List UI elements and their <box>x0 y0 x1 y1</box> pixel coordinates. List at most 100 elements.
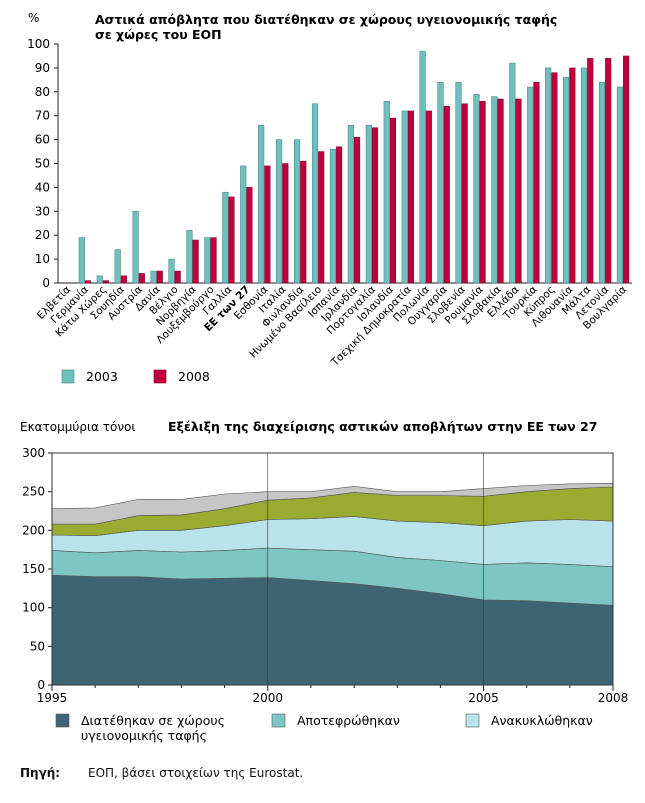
chart2-y-tick-label: 250 <box>22 485 45 499</box>
bar-2008-27 <box>533 81 540 284</box>
bar-2008-24 <box>479 101 486 284</box>
legend2-label-3: Ανακυκλώθηκαν <box>491 713 593 728</box>
chart2-ylabel: Εκατομμύρια τόνοι <box>20 420 135 434</box>
bar-2003-29 <box>563 77 570 284</box>
chart1-y-tick-label: 50 <box>35 157 50 171</box>
bar-2003-12 <box>258 125 265 284</box>
bar-2003-24 <box>473 93 480 284</box>
bar-2008-4 <box>120 275 127 284</box>
bar-2008-20 <box>407 110 414 284</box>
chart2-plot <box>51 453 614 686</box>
bar-2003-14 <box>294 139 301 284</box>
chart1-y-axis: 0 10 20 30 40 50 60 70 80 90 100 <box>27 37 632 290</box>
legend2-label-1a: Διατέθηκαν σε χώρους <box>81 713 225 728</box>
bar-2003-15 <box>311 103 319 284</box>
legend2-swatch-3 <box>465 713 480 728</box>
chart1-y-tick-label: 40 <box>35 180 50 194</box>
bar-2008-3 <box>102 280 109 284</box>
bar-2008-17 <box>354 136 361 284</box>
bar-2008-11 <box>246 187 253 284</box>
source-text: ΕΟΠ, βάσει στοιχείων της Eurostat. <box>88 766 304 780</box>
bar-2003-25 <box>491 96 498 284</box>
chart1-y-tick-label: 30 <box>35 204 50 218</box>
bar-2008-23 <box>461 103 468 284</box>
bar-2008-21 <box>425 110 432 284</box>
legend2-label-1b: υγειονομικής ταφής <box>81 728 207 743</box>
chart2-x-tick-label: 1995 <box>37 691 68 705</box>
chart1-y-tick-label: 90 <box>35 61 50 75</box>
chart2-y-tick-label: 300 <box>22 446 45 460</box>
bar-2008-16 <box>336 146 343 284</box>
chart2-x-tick-label: 2008 <box>598 691 629 705</box>
chart1-legend: 2003 2008 <box>61 369 210 384</box>
bar-2003-22 <box>437 81 444 284</box>
bar-2008-14 <box>300 160 307 284</box>
bar-2003-9 <box>204 237 211 284</box>
legend2-swatch-2 <box>271 713 286 728</box>
waste-management-area-chart: Εκατομμύρια τόνοι Εξέλιξη της διαχείριση… <box>20 419 628 743</box>
bar-2003-6 <box>150 270 157 284</box>
chart2-title: Εξέλιξη της διαχείρισης αστικών αποβλήτω… <box>168 419 597 434</box>
bar-2003-21 <box>419 50 426 284</box>
bar-2008-32 <box>623 55 630 284</box>
chart1-y-tick-label: 60 <box>35 133 50 147</box>
bar-2003-3 <box>96 275 103 284</box>
bar-2008-2 <box>84 280 92 284</box>
bar-2003-26 <box>509 62 516 284</box>
source-label: Πηγή: <box>20 766 61 780</box>
bar-2003-20 <box>401 110 408 284</box>
bar-2003-16 <box>329 148 336 284</box>
bar-2003-11 <box>240 165 247 284</box>
chart2-x-tick-label: 2000 <box>252 691 283 705</box>
legend2-swatch-1 <box>55 713 70 728</box>
chart2-y-tick-label: 100 <box>22 601 45 615</box>
legend-swatch-2003 <box>61 369 75 384</box>
bar-2008-29 <box>569 67 576 284</box>
bar-2008-9 <box>210 237 217 284</box>
bar-2003-28 <box>545 67 552 284</box>
chart1-ylabel: % <box>28 11 39 25</box>
chart1-bars <box>78 50 630 284</box>
chart1-y-tick-label: 10 <box>35 252 50 266</box>
chart1-y-tick-label: 20 <box>35 228 50 242</box>
bar-2008-10 <box>228 196 235 284</box>
bar-2003-4 <box>114 249 121 284</box>
chart1-y-tick-label: 80 <box>35 85 50 99</box>
bar-2003-31 <box>598 81 606 284</box>
bar-2008-22 <box>443 105 450 284</box>
bar-2008-6 <box>156 270 163 284</box>
bar-2003-7 <box>168 258 175 284</box>
legend-label-2003: 2003 <box>86 369 118 384</box>
bar-2008-8 <box>192 239 199 284</box>
bar-2003-19 <box>383 101 390 284</box>
landfill-bar-chart: % Αστικά απόβλητα που διατέθηκαν σε χώρο… <box>27 11 632 384</box>
chart2-y-tick-label: 50 <box>30 639 45 653</box>
bar-2008-28 <box>551 72 558 284</box>
chart1-title-line1: Αστικά απόβλητα που διατέθηκαν σε χώρους… <box>95 12 557 27</box>
bar-2008-7 <box>174 270 181 284</box>
legend-swatch-2008 <box>153 369 167 384</box>
chart1-y-tick-label: 100 <box>27 37 50 51</box>
chart2-x-tick-label: 2005 <box>468 691 499 705</box>
chart1-y-tick-label: 70 <box>35 109 50 123</box>
bar-2008-5 <box>138 273 145 284</box>
bar-2008-18 <box>371 127 379 284</box>
bar-2003-10 <box>222 191 229 284</box>
bar-2008-31 <box>605 58 612 284</box>
bar-2003-5 <box>132 211 139 284</box>
legend2-label-2: Αποτεφρώθηκαν <box>297 713 400 728</box>
bar-2003-13 <box>276 139 283 284</box>
bar-2008-13 <box>282 163 289 284</box>
bar-2008-15 <box>318 151 325 284</box>
chart2-y-tick-label: 150 <box>22 562 45 576</box>
bar-2003-23 <box>455 81 462 284</box>
bar-2003-30 <box>581 67 588 284</box>
bar-2003-32 <box>616 86 623 284</box>
chart1-y-tick-label: 0 <box>42 276 50 290</box>
bar-2008-19 <box>389 117 396 284</box>
bar-2008-25 <box>497 98 504 284</box>
legend-label-2008: 2008 <box>178 369 210 384</box>
chart2-axes: 0 50 100 150 200 250 300 1995 2000 2005 2008 <box>22 446 628 705</box>
